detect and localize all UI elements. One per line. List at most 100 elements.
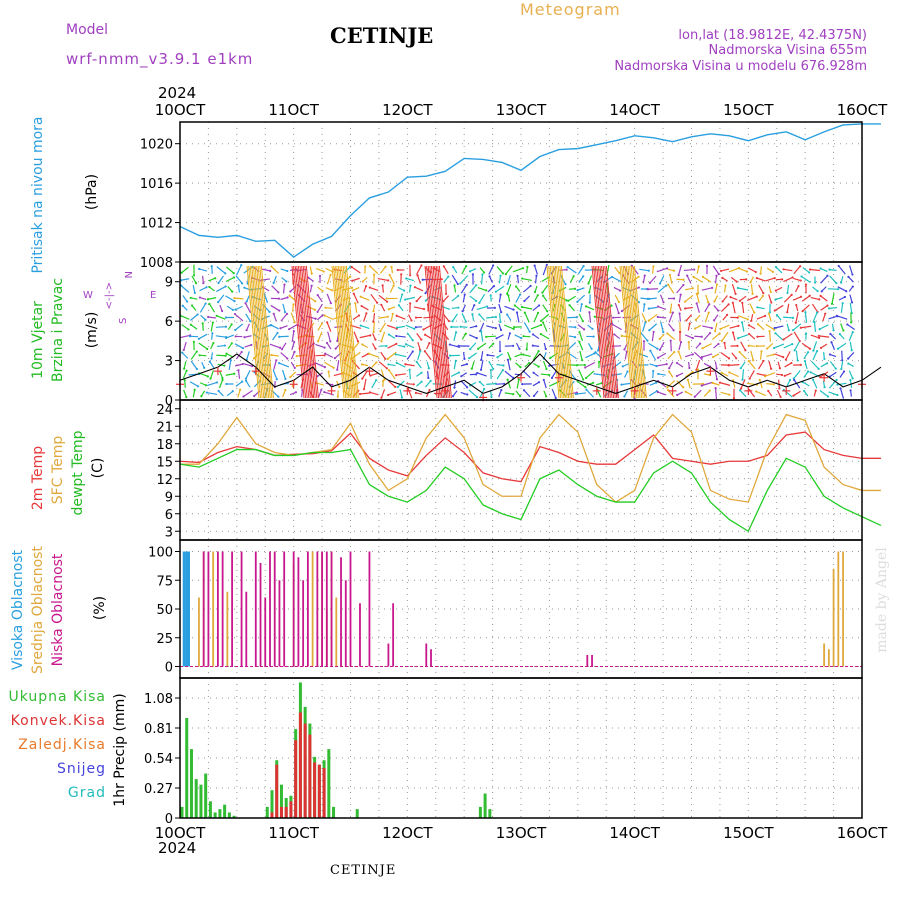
wind-arrow-head: [250, 365, 254, 368]
wind-arrow-head: [466, 393, 469, 396]
wind-arrow: [702, 343, 712, 349]
wind-arrow-head: [380, 396, 383, 399]
wind-arrow: [516, 275, 520, 284]
wind-arrow-head: [727, 364, 730, 367]
wind-arrow: [387, 391, 397, 396]
wind-arrow-head: [359, 324, 362, 327]
wind-arrow-head: [197, 337, 200, 340]
wind-arrow-head: [754, 270, 757, 274]
wind-arrow-head: [731, 331, 735, 334]
wind-arrow: [225, 276, 235, 283]
wind-arrow: [642, 304, 646, 312]
wind-arrow: [793, 331, 801, 342]
wind-streak: [424, 265, 438, 399]
wind-arrow-head: [279, 346, 282, 349]
wind-arrow-head: [698, 342, 702, 345]
wind-arrow: [461, 333, 467, 340]
wind-arrow-head: [818, 298, 821, 301]
wind-arrow-head: [819, 346, 823, 349]
wind-arrow: [837, 286, 847, 292]
wind-arrow-head: [528, 330, 531, 333]
wind-arrow-head: [521, 383, 524, 386]
wind-arrow-head: [656, 315, 659, 319]
wind-arrow: [496, 363, 504, 367]
wind-arrow-head: [225, 352, 228, 355]
wind-arrow: [649, 382, 657, 386]
wind-arrow-head: [245, 300, 248, 303]
wind-arrow-head: [533, 264, 536, 267]
wind-arrow: [623, 371, 629, 378]
wind-arrow-head: [422, 328, 425, 331]
wind-arrow-head: [747, 344, 750, 347]
wind-arrow: [505, 265, 513, 275]
wind-arrow-head: [715, 367, 718, 370]
wind-arrow-head: [204, 318, 207, 321]
legend-hail: Grad: [68, 785, 106, 801]
wind-arrow-head: [204, 384, 207, 387]
wind-arrow-head: [813, 281, 817, 284]
wind-arrow: [786, 323, 790, 331]
wind-streak: [629, 265, 643, 399]
wind-arrow-head: [512, 327, 515, 330]
wind-arrow-head: [278, 309, 281, 312]
wind-arrow: [280, 268, 288, 272]
wind-arrow-head: [718, 332, 721, 335]
wind-arrow: [783, 276, 793, 283]
wind-arrow: [804, 360, 808, 370]
wind-arrow-head: [688, 322, 691, 325]
wind-arrow: [317, 294, 323, 303]
wind-arrow-head: [683, 300, 687, 303]
wind-arrow-head: [581, 358, 584, 362]
wind-arrow-head: [295, 355, 298, 358]
wind-arrow-head: [512, 393, 515, 396]
top-tick-label: 12OCT: [382, 101, 433, 119]
wind-arrow: [281, 369, 287, 380]
wind-arrow: [245, 313, 251, 322]
wind-arrow: [251, 277, 263, 282]
wind-arrow-head: [515, 285, 518, 288]
wind-arrow-head: [851, 273, 854, 276]
wind-arrow: [269, 343, 281, 349]
wind-arrow: [840, 303, 844, 313]
wind-arrow: [451, 274, 459, 285]
wind-arrow: [523, 285, 531, 293]
wind-arrow: [614, 352, 620, 359]
wind-arrow: [578, 276, 584, 283]
wind-arrow-head: [506, 378, 509, 381]
wind-arrow: [783, 332, 793, 341]
wind-arrow-head: [317, 340, 320, 343]
wind-arrow-head: [295, 364, 298, 367]
wind-arrow-head: [748, 332, 751, 336]
temp-unit: (C): [90, 458, 106, 479]
top-tick-label: 14OCT: [609, 101, 660, 119]
wind-arrow: [406, 332, 414, 341]
wind-arrow: [427, 370, 429, 379]
bottom-time-ticks: 10OCT 11OCT 12OCT 13OCT 14OCT 15OCT 16OCT: [155, 824, 888, 842]
wind-arrow: [658, 373, 666, 376]
wind-arrow-head: [775, 313, 779, 317]
wind-arrow-head: [808, 268, 812, 271]
wind-arrow-head: [395, 334, 398, 338]
wind-arrow-head: [316, 310, 319, 314]
wind-arrow: [371, 379, 377, 389]
wind-arrow-head: [357, 314, 361, 317]
wind-arrow-head: [364, 285, 368, 288]
wind-arrow: [840, 360, 844, 370]
wind-arrow: [756, 315, 766, 320]
wind-arrow: [678, 294, 682, 303]
pressure-ytick-label: 1016: [140, 177, 173, 192]
wind-arrow: [676, 362, 684, 368]
wind-arrow: [577, 287, 585, 291]
wind-arrow-head: [538, 304, 541, 307]
wind-arrow-head: [799, 265, 802, 268]
wind-arrow: [829, 371, 837, 378]
wind-arrow: [487, 285, 495, 293]
wind-arrow-head: [211, 332, 214, 335]
wind-arrow-head: [648, 329, 651, 332]
wind-arrow-head: [770, 301, 773, 304]
wind-arrow-head: [594, 351, 597, 354]
wind-arrow-head: [495, 337, 498, 340]
wind-arrow: [712, 332, 720, 341]
wind-arrow-head: [195, 350, 198, 353]
wind-arrow-head: [478, 380, 481, 384]
